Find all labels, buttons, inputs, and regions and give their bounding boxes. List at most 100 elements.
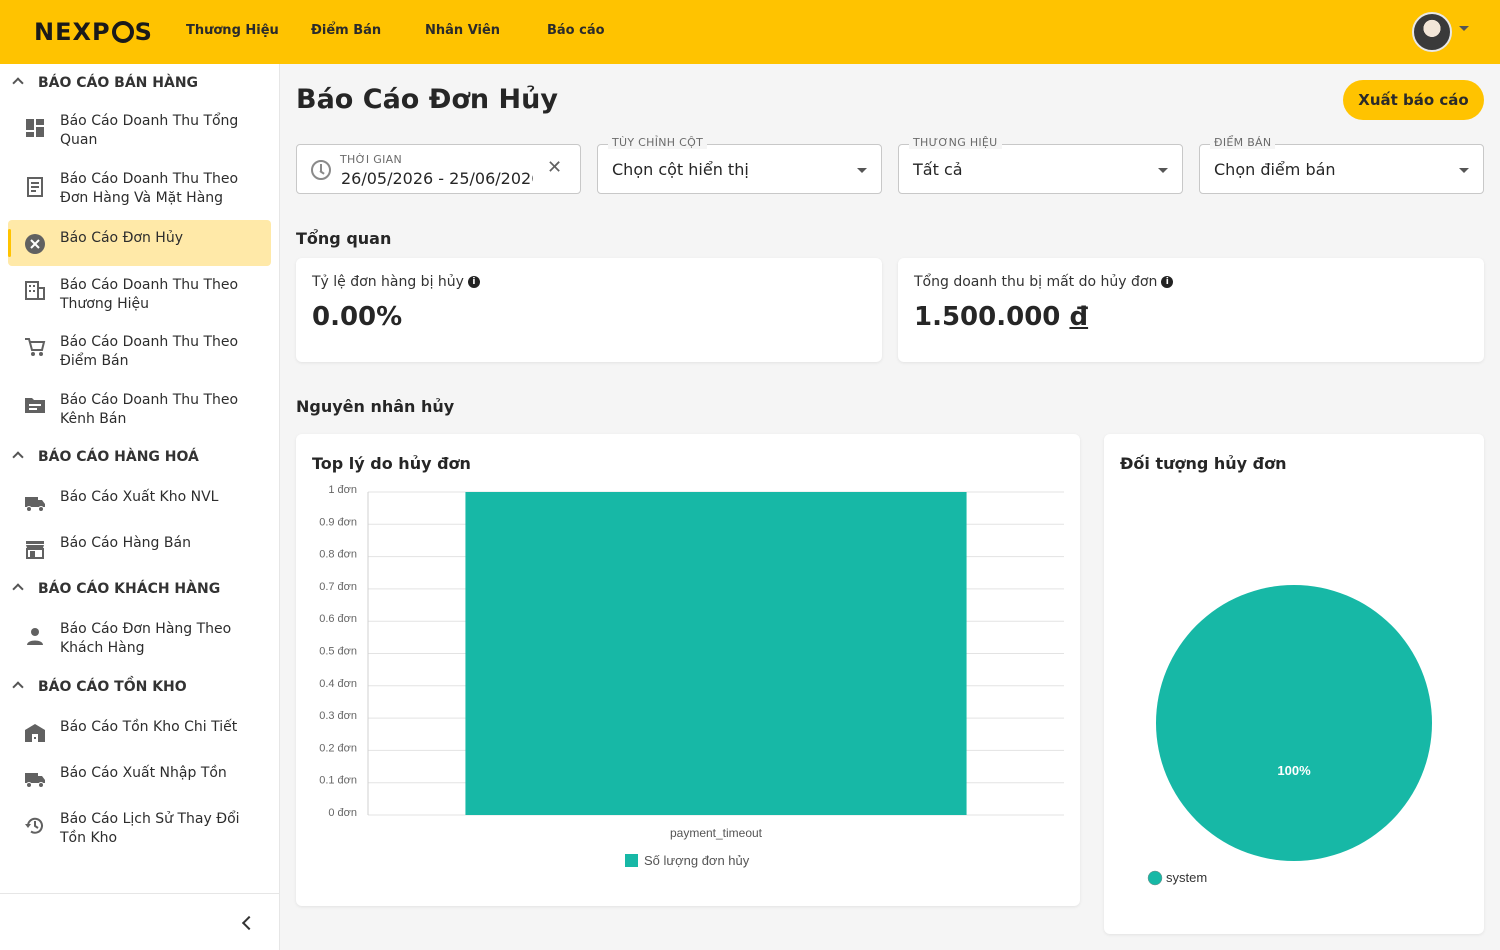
nav-bao-cao[interactable]: Báo cáo: [547, 23, 605, 38]
sidebar-item-xuat-kho-nvl[interactable]: Báo Cáo Xuất Kho NVL: [8, 488, 271, 518]
store-select[interactable]: ĐIỂM BÁN Chọn điểm bán: [1199, 136, 1484, 194]
sidebar-item-label: Báo Cáo Doanh Thu Tổng Quan: [60, 113, 239, 148]
cart-icon: [24, 336, 46, 358]
bar: [465, 492, 967, 815]
cancel-rate-value: 0.00%: [312, 302, 403, 332]
person-icon: [24, 625, 46, 647]
chevron-up-icon: [12, 681, 24, 693]
sidebar-item-label: Báo Cáo Doanh Thu Theo Đơn Hàng Và Mặt H…: [60, 171, 239, 206]
sidebar-item-label: Báo Cáo Tồn Kho Chi Tiết: [60, 719, 238, 735]
sidebar-item-don-hang-mat-hang[interactable]: Báo Cáo Doanh Thu Theo Đơn Hàng Và Mặt H…: [8, 170, 271, 210]
field-label: THỜI GIAN: [340, 153, 402, 166]
dropdown-caret-icon: [857, 168, 867, 173]
sidebar-item-label: Báo Cáo Hàng Bán: [60, 535, 191, 551]
sidebar-item-ton-kho-chi-tiet[interactable]: Báo Cáo Tồn Kho Chi Tiết: [8, 718, 271, 748]
select-value: Tất cả: [913, 160, 963, 179]
sidebar-item-doanh-thu-tong-quan[interactable]: Báo Cáo Doanh Thu Tổng Quan: [8, 112, 271, 152]
column-select[interactable]: TÙY CHỈNH CỘT Chọn cột hiển thị: [597, 136, 882, 194]
section-title: BÁO CÁO KHÁCH HÀNG: [38, 581, 221, 597]
sidebar-item-xuat-nhap-ton[interactable]: Báo Cáo Xuất Nhập Tồn: [8, 764, 271, 794]
info-icon[interactable]: i: [1161, 276, 1174, 288]
section-title: BÁO CÁO HÀNG HOÁ: [38, 449, 199, 465]
y-tick-label: 0.1 đơn: [319, 775, 357, 787]
sidebar-item-label: Báo Cáo Doanh Thu Theo Thương Hiệu: [60, 277, 239, 312]
currency-symbol: đ: [1069, 302, 1089, 332]
sidebar-footer: [0, 893, 279, 950]
sidebar-item-label: Báo Cáo Xuất Nhập Tồn: [60, 765, 227, 781]
history-icon: [24, 815, 46, 837]
truck-icon: [24, 768, 46, 790]
store-icon: [24, 538, 46, 560]
field-label: ĐIỂM BÁN: [1210, 136, 1276, 149]
sidebar-item-thuong-hieu[interactable]: Báo Cáo Doanh Thu Theo Thương Hiệu: [8, 276, 271, 316]
y-tick-label: 0.2 đơn: [319, 742, 357, 754]
sidebar-section-hang-hoa[interactable]: BÁO CÁO HÀNG HOÁ: [0, 447, 280, 469]
receipt-icon: [24, 176, 46, 198]
pie-slice: [1156, 585, 1432, 861]
export-report-button[interactable]: Xuất báo cáo: [1343, 80, 1484, 120]
pie-chart: 100% system: [1147, 585, 1432, 886]
dropdown-caret-icon: [1158, 168, 1168, 173]
nexpos-logo[interactable]: NEXP S: [34, 18, 153, 46]
overview-title: Tổng quan: [296, 229, 392, 248]
top-reasons-card: Top lý do hủy đơn 0 đơn 0.1 đơn 0.2 đơn 0.3…: [296, 434, 1080, 906]
lost-revenue-value: 1.500.000 đ: [914, 302, 1088, 332]
section-title: BÁO CÁO TỒN KHO: [38, 679, 187, 695]
lost-revenue-label: Tổng doanh thu bị mất do hủy đơn: [914, 274, 1158, 290]
sidebar-section-khach-hang[interactable]: BÁO CÁO KHÁCH HÀNG: [0, 579, 280, 601]
sidebar-item-label: Báo Cáo Xuất Kho NVL: [60, 489, 219, 505]
y-tick-label: 0.3 đơn: [319, 710, 357, 722]
lost-revenue-amount: 1.500.000: [914, 302, 1061, 332]
sidebar-section-ton-kho[interactable]: BÁO CÁO TỒN KHO: [0, 677, 280, 699]
sidebar-item-hang-ban[interactable]: Báo Cáo Hàng Bán: [8, 534, 271, 564]
nav-thuong-hieu[interactable]: Thương Hiệu: [186, 23, 279, 38]
y-tick-label: 0.8 đơn: [319, 549, 357, 561]
brand-select[interactable]: THƯƠNG HIỆU Tất cả: [898, 136, 1183, 194]
y-tick-label: 0 đơn: [328, 807, 357, 819]
kpi-label: Tỷ lệ đơn hàng bị hủy i: [312, 274, 480, 290]
sidebar-item-kenh-ban[interactable]: Báo Cáo Doanh Thu Theo Kênh Bán: [8, 391, 271, 431]
sidebar-section-ban-hang[interactable]: BÁO CÁO BÁN HÀNG: [0, 73, 280, 95]
sidebar-item-label: Báo Cáo Đơn Hàng Theo Khách Hàng: [60, 621, 232, 656]
time-range-field[interactable]: THỜI GIAN ✕: [296, 144, 581, 194]
dashboard-icon: [24, 117, 46, 139]
bar-chart: 0 đơn 0.1 đơn 0.2 đơn 0.3 đơn 0.4 đơn 0.5 đơn…: [319, 484, 1064, 868]
page-title: Báo Cáo Đơn Hủy: [296, 84, 558, 115]
reasons-title: Nguyên nhân hủy: [296, 397, 455, 416]
select-value: Chọn điểm bán: [1214, 160, 1336, 179]
y-tick-label: 0.7 đơn: [319, 581, 357, 593]
dropdown-caret-icon: [1459, 168, 1469, 173]
y-tick-label: 0.9 đơn: [319, 516, 357, 528]
building-icon: [24, 279, 46, 301]
cancel-rate-card: Tỷ lệ đơn hàng bị hủy i 0.00%: [296, 258, 882, 362]
pie-slice-label: 100%: [1277, 763, 1311, 778]
nav-nhan-vien[interactable]: Nhân Viên: [425, 23, 501, 38]
pie-chart-title: Đối tượng hủy đơn: [1120, 454, 1287, 473]
nav-diem-ban[interactable]: Điểm Bán: [311, 23, 382, 38]
warehouse-icon: [24, 722, 46, 744]
field-label: TÙY CHỈNH CỘT: [608, 136, 708, 149]
cancel-actor-card: Đối tượng hủy đơn 100% system: [1104, 434, 1484, 934]
sidebar: BÁO CÁO BÁN HÀNG Báo Cáo Doanh Thu Tổng …: [0, 64, 280, 950]
chevron-down-icon[interactable]: [1459, 26, 1469, 31]
y-tick-label: 1 đơn: [328, 484, 357, 496]
sidebar-item-don-huy[interactable]: Báo Cáo Đơn Hủy: [8, 220, 271, 266]
close-icon[interactable]: ✕: [547, 157, 563, 178]
y-tick-label: 0.6 đơn: [319, 613, 357, 625]
chevron-left-icon[interactable]: [241, 915, 257, 931]
truck-icon: [24, 492, 46, 514]
sidebar-item-diem-ban[interactable]: Báo Cáo Doanh Thu Theo Điểm Bán: [8, 333, 271, 373]
legend-label: Số lượng đơn hủy: [644, 853, 750, 868]
sidebar-item-lich-su-ton-kho[interactable]: Báo Cáo Lịch Sử Thay Đổi Tồn Kho: [8, 810, 271, 850]
section-title: BÁO CÁO BÁN HÀNG: [38, 75, 199, 91]
date-range-input[interactable]: [341, 167, 533, 189]
info-icon[interactable]: i: [467, 276, 480, 288]
select-value: Chọn cột hiển thị: [612, 160, 749, 179]
sidebar-item-don-hang-khach-hang[interactable]: Báo Cáo Đơn Hàng Theo Khách Hàng: [8, 620, 271, 660]
chevron-up-icon: [12, 583, 24, 595]
cancel-icon: [24, 233, 46, 255]
y-tick-label: 0.4 đơn: [319, 678, 357, 690]
kpi-label: Tổng doanh thu bị mất do hủy đơn i: [914, 274, 1174, 290]
avatar[interactable]: [1412, 12, 1452, 52]
lost-revenue-card: Tổng doanh thu bị mất do hủy đơn i 1.500…: [898, 258, 1484, 362]
